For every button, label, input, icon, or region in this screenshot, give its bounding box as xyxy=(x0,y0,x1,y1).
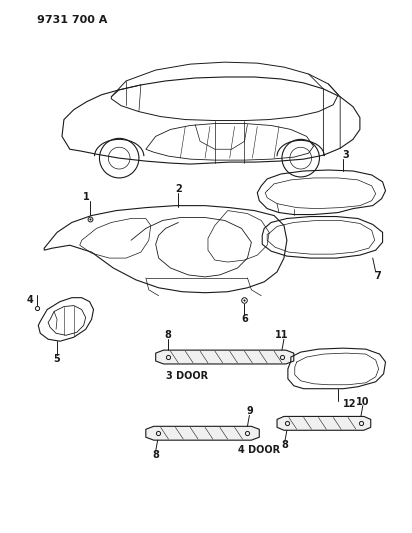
Polygon shape xyxy=(146,426,259,440)
Text: 4 DOOR: 4 DOOR xyxy=(238,445,280,455)
Text: 11: 11 xyxy=(275,330,289,340)
Text: 8: 8 xyxy=(281,440,288,450)
Polygon shape xyxy=(277,416,371,430)
Text: 2: 2 xyxy=(175,184,182,194)
Text: 8: 8 xyxy=(164,330,171,340)
Text: 5: 5 xyxy=(54,354,61,364)
Text: 1: 1 xyxy=(83,192,90,201)
Text: 10: 10 xyxy=(356,397,370,407)
Text: 3: 3 xyxy=(343,150,349,160)
Text: 4: 4 xyxy=(27,295,34,305)
Text: 6: 6 xyxy=(241,314,248,325)
Polygon shape xyxy=(156,350,294,364)
Text: 9731 700 A: 9731 700 A xyxy=(37,14,108,25)
Text: 3 DOOR: 3 DOOR xyxy=(166,371,208,381)
Text: 9: 9 xyxy=(246,407,253,416)
Text: 8: 8 xyxy=(152,450,159,460)
Text: 7: 7 xyxy=(374,271,381,281)
Text: 12: 12 xyxy=(343,399,357,409)
